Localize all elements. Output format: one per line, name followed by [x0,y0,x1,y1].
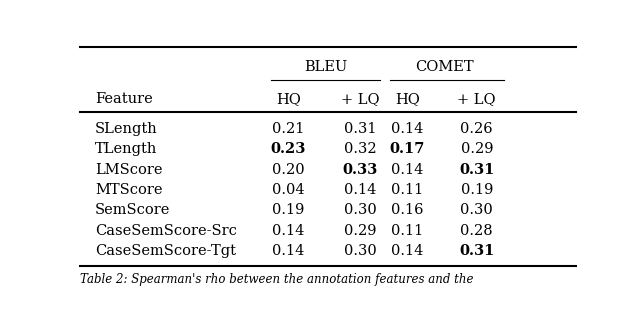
Text: + LQ: + LQ [458,92,496,106]
Text: 0.33: 0.33 [342,163,378,177]
Text: HQ: HQ [395,92,420,106]
Text: 0.30: 0.30 [344,204,376,217]
Text: 0.29: 0.29 [461,142,493,156]
Text: 0.30: 0.30 [344,244,376,258]
Text: BLEU: BLEU [304,60,347,74]
Text: Table 2: Spearman's rho between the annotation features and the: Table 2: Spearman's rho between the anno… [80,273,474,286]
Text: 0.14: 0.14 [391,163,424,177]
Text: TLength: TLength [95,142,157,156]
Text: HQ: HQ [276,92,301,106]
Text: 0.26: 0.26 [461,122,493,136]
Text: 0.20: 0.20 [272,163,305,177]
Text: 0.31: 0.31 [459,244,495,258]
Text: + LQ: + LQ [341,92,380,106]
Text: 0.11: 0.11 [391,224,424,238]
Text: COMET: COMET [415,60,474,74]
Text: 0.32: 0.32 [344,142,376,156]
Text: Feature: Feature [95,92,152,106]
Text: 0.23: 0.23 [271,142,306,156]
Text: 0.28: 0.28 [461,224,493,238]
Text: 0.17: 0.17 [390,142,425,156]
Text: 0.14: 0.14 [344,183,376,197]
Text: 0.31: 0.31 [344,122,376,136]
Text: SemScore: SemScore [95,204,170,217]
Text: LMScore: LMScore [95,163,163,177]
Text: 0.19: 0.19 [272,204,305,217]
Text: 0.14: 0.14 [272,244,305,258]
Text: CaseSemScore-Tgt: CaseSemScore-Tgt [95,244,236,258]
Text: 0.29: 0.29 [344,224,376,238]
Text: 0.30: 0.30 [460,204,493,217]
Text: MTScore: MTScore [95,183,163,197]
Text: SLength: SLength [95,122,157,136]
Text: 0.31: 0.31 [459,163,495,177]
Text: 0.14: 0.14 [272,224,305,238]
Text: 0.21: 0.21 [272,122,305,136]
Text: 0.04: 0.04 [272,183,305,197]
Text: 0.14: 0.14 [391,244,424,258]
Text: 0.11: 0.11 [391,183,424,197]
Text: 0.16: 0.16 [391,204,424,217]
Text: CaseSemScore-Src: CaseSemScore-Src [95,224,237,238]
Text: 0.14: 0.14 [391,122,424,136]
Text: 0.19: 0.19 [461,183,493,197]
